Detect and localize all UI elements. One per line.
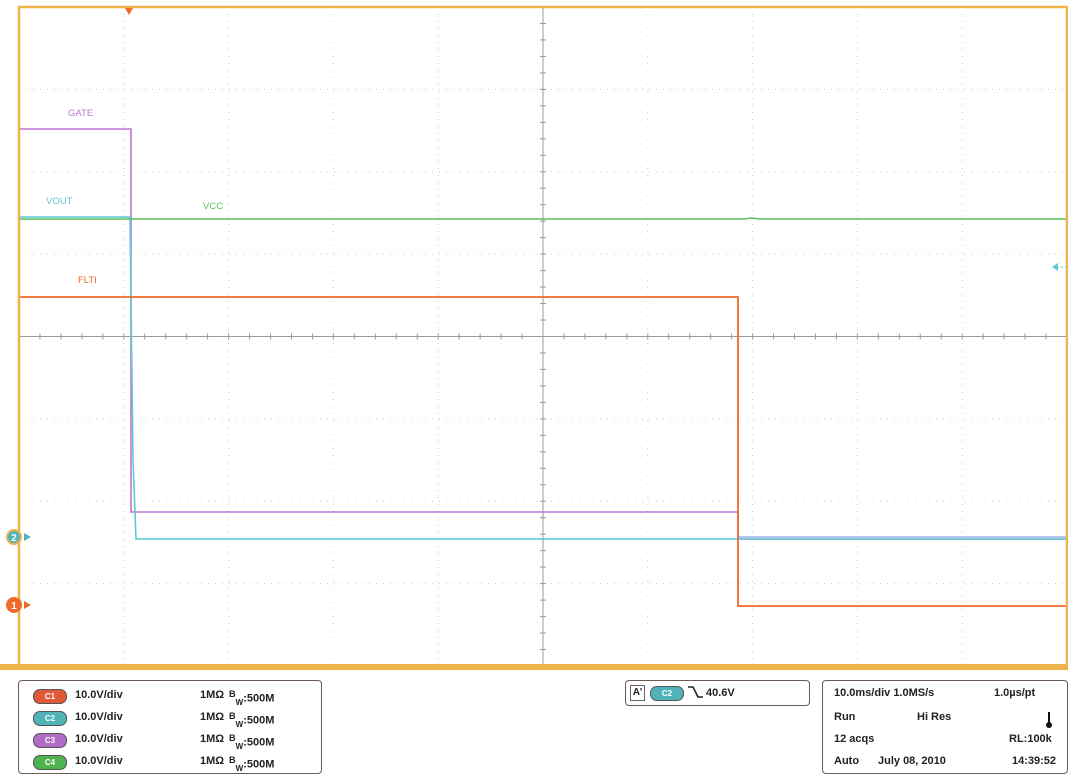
flt-trace [20,296,1068,607]
trigger-position-marker[interactable] [125,8,133,15]
ch2-ground-marker[interactable]: 2 [6,529,31,545]
c3-badge[interactable]: C3 [33,733,67,748]
record-length: RL:100k [1009,733,1052,745]
display-frame-bottom [0,664,1068,670]
c4-coupling: 1MΩ [200,755,225,767]
graticule [18,6,1068,667]
c2-coupling: 1MΩ [200,711,225,723]
c1-bandwidth: BW:500M [229,689,275,707]
scope-display: GATE VOUT VCC FLTI 2 1 [0,5,1068,670]
ch1-ground-marker[interactable]: 1 [6,597,31,613]
acquisition-count: 12 acqs [834,733,875,745]
c1-badge[interactable]: C1 [33,689,67,704]
c3-coupling: 1MΩ [200,733,225,745]
c2-scale: 10.0V/div [75,711,123,723]
c4-scale: 10.0V/div [75,755,123,767]
run-state: Run [834,711,856,723]
thermometer-icon [1045,711,1053,732]
c3-scale: 10.0V/div [75,733,123,745]
c1-coupling: 1MΩ [200,689,225,701]
timebase: 10.0ms/div 1.0MS/s [834,687,935,699]
trigger-level-arrow[interactable] [1052,263,1066,271]
acquisition-panel[interactable]: 10.0ms/div 1.0MS/s 1.0µs/pt Run Hi Res 1… [822,680,1068,774]
c2-bandwidth: BW:500M [229,711,275,729]
c4-bandwidth: BW:500M [229,755,275,773]
svg-text:2: 2 [11,533,17,544]
channel-row-c3[interactable]: C3 10.0V/div 1MΩ BW:500M [33,731,319,751]
trigger-level: 40.6V [706,687,735,699]
c4-badge[interactable]: C4 [33,755,67,770]
acquisition-date: July 08, 2010 [878,755,946,767]
trigger-mode-letter: A' [630,685,645,701]
gate-label: GATE [68,108,93,119]
trigger-source-badge[interactable]: C2 [650,686,684,701]
channel-row-c2[interactable]: C2 10.0V/div 1MΩ BW:500M [33,709,319,729]
trigger-mode: Auto [834,755,860,767]
channel-settings-panel: C1 10.0V/div 1MΩ BW:500M C2 10.0V/div 1M… [18,680,322,774]
channel-row-c1[interactable]: C1 10.0V/div 1MΩ BW:500M [33,687,319,707]
c1-scale: 10.0V/div [75,689,123,701]
vout-label: VOUT [46,196,73,207]
vcc-trace [20,217,1068,220]
c3-bandwidth: BW:500M [229,733,275,751]
acq-mode: Hi Res [917,711,952,723]
vcc-label: VCC [203,201,223,212]
trigger-panel[interactable]: A' C2 40.6V [625,680,810,706]
status-bar: C1 10.0V/div 1MΩ BW:500M C2 10.0V/div 1M… [0,674,1068,776]
acquisition-time: 14:39:52 [1012,755,1057,767]
vout-trace [20,216,1068,540]
flt-label: FLTI [78,275,97,286]
svg-text:1: 1 [11,601,17,612]
channel-row-c4[interactable]: C4 10.0V/div 1MΩ BW:500M [33,753,319,773]
c2-badge[interactable]: C2 [33,711,67,726]
sample-interval: 1.0µs/pt [994,687,1036,699]
falling-edge-icon [686,684,704,703]
